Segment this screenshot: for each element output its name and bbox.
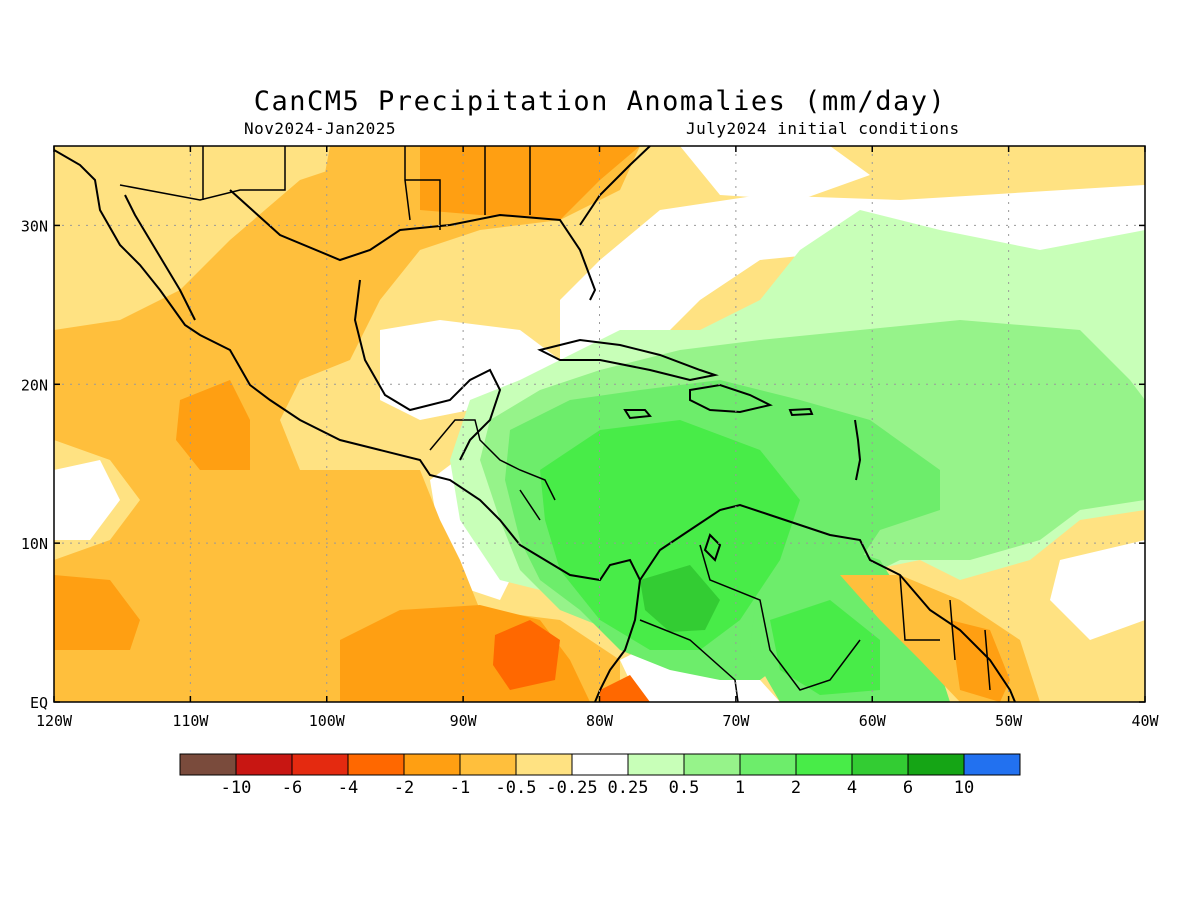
anomaly-neutral-region [680, 146, 870, 200]
lon-tick-label: 90W [450, 712, 478, 730]
anomaly-fill-dry-moderate [54, 575, 140, 650]
anomaly-field [54, 146, 1145, 702]
border-central-america [429, 419, 556, 521]
colorbar-swatch [179, 753, 237, 776]
coastline-cuba [537, 338, 719, 382]
anomaly-fill-dry-light [320, 146, 440, 220]
anomaly-fill-dry-strong [493, 620, 560, 690]
anomaly-fill-dry-light [54, 146, 640, 702]
anomaly-neutral-region [1050, 540, 1145, 640]
lon-tick-label: 40W [1131, 712, 1159, 730]
anomaly-fill-dry-strong [600, 675, 650, 702]
coastline-jamaica [623, 409, 652, 420]
colorbar-swatch [571, 753, 629, 776]
lon-tick-label: 110W [172, 712, 209, 730]
colorbar-label: 4 [847, 778, 857, 798]
coastline-north-america-pacific [54, 149, 642, 702]
colorbar-swatch [515, 753, 573, 776]
anomaly-neutral-region [560, 185, 1145, 370]
colorbar-label: 2 [791, 778, 801, 798]
colorbar-swatch [291, 753, 349, 776]
colorbar-swatch [851, 753, 909, 776]
lon-tick-label: 80W [586, 712, 614, 730]
border-us-mexico [119, 146, 286, 201]
coastline-us-southeast [579, 146, 651, 226]
anomaly-fill-dry-moderate [950, 620, 1010, 702]
colorbar-label: -10 [221, 778, 252, 798]
colorbar-label: 1 [735, 778, 745, 798]
border-us-states [202, 146, 531, 230]
lat-tick-label: 20N [21, 376, 48, 394]
anomaly-fill-wet-strong [540, 420, 800, 650]
coastlines [54, 146, 1016, 702]
colorbar-swatch [739, 753, 797, 776]
axis-ticks: 120W 110W 100W 90W 80W 70W 60W 50W 40W EQ 10N 20N 30… [21, 146, 1160, 730]
lon-tick-label: 100W [309, 712, 346, 730]
coastline-baja-california [124, 194, 196, 321]
colorbar-label: -0.25 [546, 778, 597, 798]
coastline-lake-maracaibo [703, 533, 722, 562]
colorbar-label: 0.25 [608, 778, 649, 798]
colorbar-swatch [403, 753, 461, 776]
lat-tick-label: EQ [30, 694, 48, 712]
colorbar: -10 -6 -4 -2 -1 -0.5 -0.25 0.25 0.5 1 2 4 6 10 [179, 753, 1021, 798]
lon-tick-label: 70W [722, 712, 750, 730]
colorbar-swatch [907, 753, 965, 776]
colorbar-swatch [627, 753, 685, 776]
forecast-period: Nov2024-Jan2025 [244, 119, 396, 138]
colorbar-swatch [795, 753, 853, 776]
colorbar-label: -6 [282, 778, 302, 798]
colorbar-swatch [459, 753, 517, 776]
coastline-puerto-rico [788, 407, 814, 417]
anomaly-fill-wet-strong [770, 600, 880, 695]
colorbar-label: -4 [338, 778, 358, 798]
colorbar-label: 6 [903, 778, 913, 798]
lat-lon-grid [54, 146, 1145, 702]
coastline-south-america-north [639, 503, 1016, 702]
colorbar-swatch [235, 753, 293, 776]
colorbar-label: 0.5 [669, 778, 700, 798]
lon-tick-label: 60W [859, 712, 887, 730]
borders [119, 146, 991, 702]
lon-tick-label: 50W [995, 712, 1023, 730]
colorbar-label: -0.5 [496, 778, 537, 798]
coastline-gulf-of-mexico [229, 189, 597, 461]
colorbar-label: -2 [394, 778, 414, 798]
anomaly-fill-dry-moderate [176, 380, 250, 470]
coastline-lesser-antilles [854, 419, 862, 481]
border-colombia-peru [639, 619, 739, 702]
anomaly-fill-wet-very-strong [640, 565, 720, 632]
anomaly-neutral-region [380, 320, 560, 420]
anomaly-neutral-region [54, 460, 120, 540]
colorbar-label: -1 [450, 778, 470, 798]
lat-tick-label: 10N [21, 535, 48, 553]
colorbar-swatch [347, 753, 405, 776]
initial-conditions: July2024 initial conditions [686, 119, 960, 138]
border-guianas [899, 574, 991, 691]
colorbar-swatch [963, 753, 1021, 776]
coastline-hispaniola [689, 383, 773, 414]
map-title: CanCM5 Precipitation Anomalies (mm/day) [253, 86, 947, 117]
colorbar-swatch [683, 753, 741, 776]
lon-tick-label: 120W [36, 712, 73, 730]
border-colombia-venezuela [699, 544, 861, 691]
lat-tick-label: 30N [21, 217, 48, 235]
colorbar-label: 10 [954, 778, 974, 798]
